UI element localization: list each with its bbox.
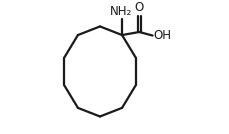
Text: NH₂: NH₂ (109, 5, 131, 18)
Text: O: O (134, 1, 143, 14)
Text: OH: OH (153, 29, 171, 42)
